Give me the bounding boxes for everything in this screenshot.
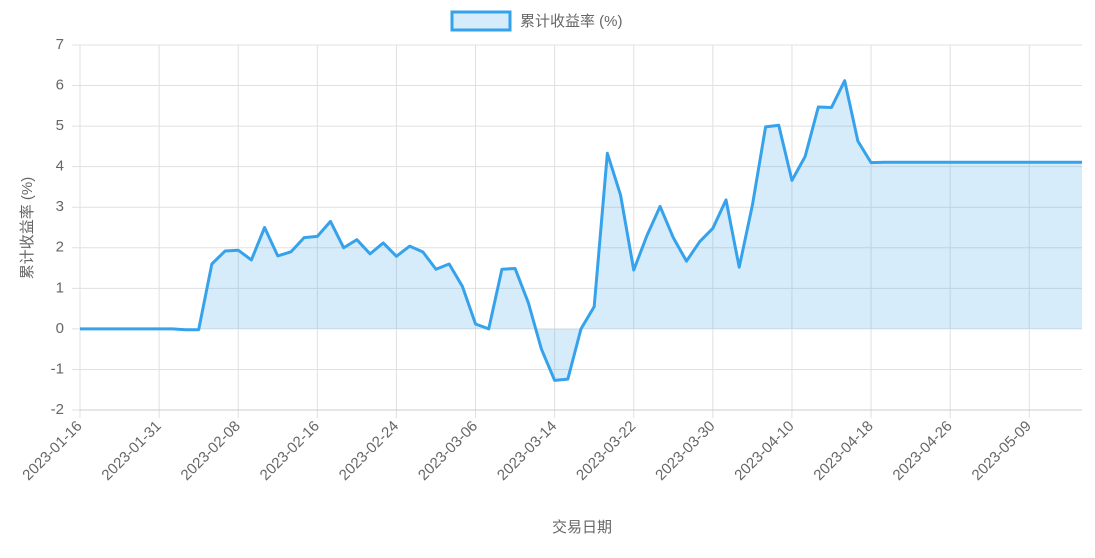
y-tick-label: 0 xyxy=(56,320,64,337)
y-tick-label: 1 xyxy=(56,279,64,296)
x-tick-label: 2023-04-10 xyxy=(731,418,797,484)
x-axis-title: 交易日期 xyxy=(552,518,612,536)
x-tick-label: 2023-03-06 xyxy=(415,418,481,484)
y-tick-label: 6 xyxy=(56,77,64,94)
x-tick-label: 2023-04-26 xyxy=(890,418,956,484)
area xyxy=(80,80,1082,381)
x-tick-label: 2023-02-16 xyxy=(257,418,323,484)
x-tick-label: 2023-04-18 xyxy=(810,418,876,484)
x-tick-label: 2023-01-16 xyxy=(19,418,85,484)
x-tick-label: 2023-03-22 xyxy=(573,418,639,484)
y-tick-label: 2 xyxy=(56,239,64,256)
legend-swatch xyxy=(450,10,512,32)
y-tick-label: 3 xyxy=(56,198,64,215)
y-tick-label: -2 xyxy=(51,401,64,418)
x-tick-label: 2023-05-09 xyxy=(969,418,1035,484)
y-tick-label: 4 xyxy=(56,158,64,175)
line xyxy=(80,79,1082,382)
y-axis-title: 累计收益率 (%) xyxy=(19,177,36,280)
x-tick-label: 2023-02-24 xyxy=(336,418,402,484)
x-tick-label: 2023-01-31 xyxy=(98,418,164,484)
x-tick-label: 2023-03-14 xyxy=(494,418,560,484)
legend-label: 累计收益率 (%) xyxy=(520,13,623,30)
x-tick-label: 2023-03-30 xyxy=(652,418,718,484)
y-tick-label: -1 xyxy=(51,360,64,377)
x-tick-label: 2023-02-08 xyxy=(178,418,244,484)
y-tick-label: 7 xyxy=(56,36,64,53)
y-tick-label: 5 xyxy=(56,117,64,134)
